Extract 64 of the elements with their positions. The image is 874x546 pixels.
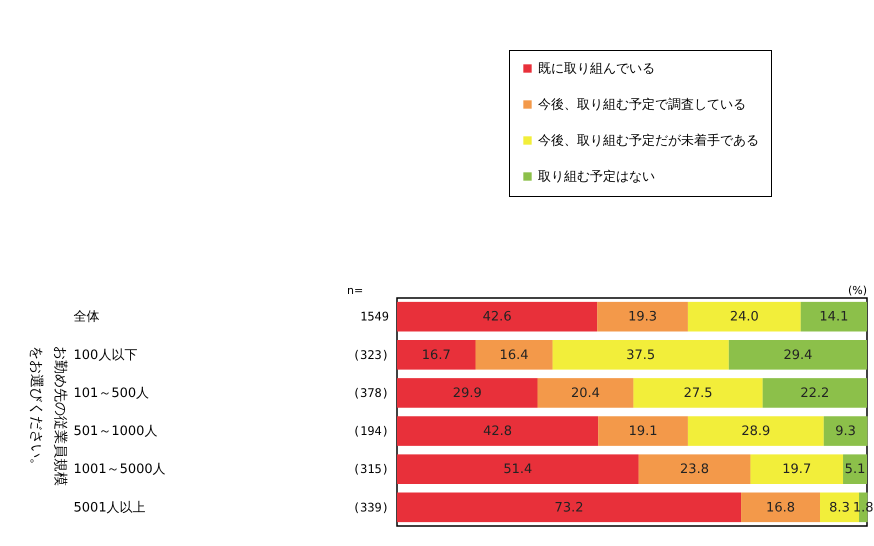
- bar: [538, 378, 634, 408]
- data-label: 24.0: [730, 310, 759, 325]
- legend-label: 既に取り組んでいる: [538, 62, 655, 76]
- bar: [598, 416, 688, 446]
- bar: [397, 340, 476, 370]
- y-tick-label: 5001人以上: [74, 500, 146, 516]
- text: n=: [347, 284, 364, 297]
- bar: [475, 340, 553, 370]
- legend-label: 今後、取り組む予定で調査している: [538, 98, 746, 112]
- data-label: 14.1: [819, 310, 848, 325]
- bar: [597, 302, 688, 332]
- y-tick-label: 101～500人: [74, 386, 150, 401]
- bar: [397, 492, 742, 522]
- text: (315): [352, 462, 389, 476]
- data-label: 51.4: [503, 462, 532, 478]
- data-label: 16.4: [500, 348, 529, 363]
- data-label: 29.4: [783, 348, 812, 363]
- bar: [397, 454, 639, 484]
- bar: [843, 454, 867, 484]
- bar: [762, 378, 867, 408]
- text: (323): [352, 348, 389, 362]
- data-label: 22.2: [800, 386, 830, 401]
- data-label: 19.7: [782, 462, 812, 478]
- data-label: 16.8: [766, 500, 795, 516]
- bar: [728, 340, 867, 370]
- y-tick-label: 501～1000人: [74, 424, 158, 440]
- y-tick-label: 1001～5000人: [74, 462, 166, 478]
- data-label: 19.1: [628, 424, 658, 440]
- data-label: 19.3: [628, 310, 658, 325]
- data-label: 20.4: [570, 386, 600, 401]
- text: (194): [352, 424, 389, 438]
- data-label: 9.3: [835, 424, 856, 440]
- data-label: 8.3: [829, 500, 850, 516]
- bar: [688, 302, 801, 332]
- bar: [633, 378, 763, 408]
- bar: [688, 416, 824, 446]
- data-label: 28.9: [741, 424, 770, 440]
- bar: [552, 340, 729, 370]
- data-label: 5.1: [844, 462, 866, 478]
- text: お勤め先の従業員規模をお選びください。: [28, 346, 68, 486]
- data-label: 37.5: [626, 348, 656, 363]
- bar: [638, 454, 750, 484]
- text: (339): [352, 500, 389, 514]
- bar: [824, 416, 868, 446]
- bar: [741, 492, 820, 522]
- data-label: 42.6: [482, 310, 512, 325]
- data-label: 23.8: [680, 462, 709, 478]
- legend-label: 取り組む予定はない: [538, 170, 655, 184]
- data-label: 27.5: [684, 386, 713, 401]
- legend-label: 今後、取り組む予定だが未着手である: [538, 132, 759, 148]
- bar: [397, 378, 538, 408]
- bar: [397, 302, 598, 332]
- text: (378): [352, 386, 389, 400]
- bar: [397, 416, 598, 446]
- y-tick-label: 100人以下: [74, 348, 138, 363]
- bar: [800, 302, 867, 332]
- y-tick-label: 全体: [74, 310, 100, 325]
- data-label: 16.7: [422, 348, 451, 363]
- data-label: 42.8: [483, 424, 512, 440]
- text: (%): [848, 284, 867, 297]
- text: 1549: [360, 310, 389, 324]
- data-label: 73.2: [554, 500, 584, 516]
- data-label: 29.9: [452, 386, 482, 401]
- bar: [750, 454, 844, 484]
